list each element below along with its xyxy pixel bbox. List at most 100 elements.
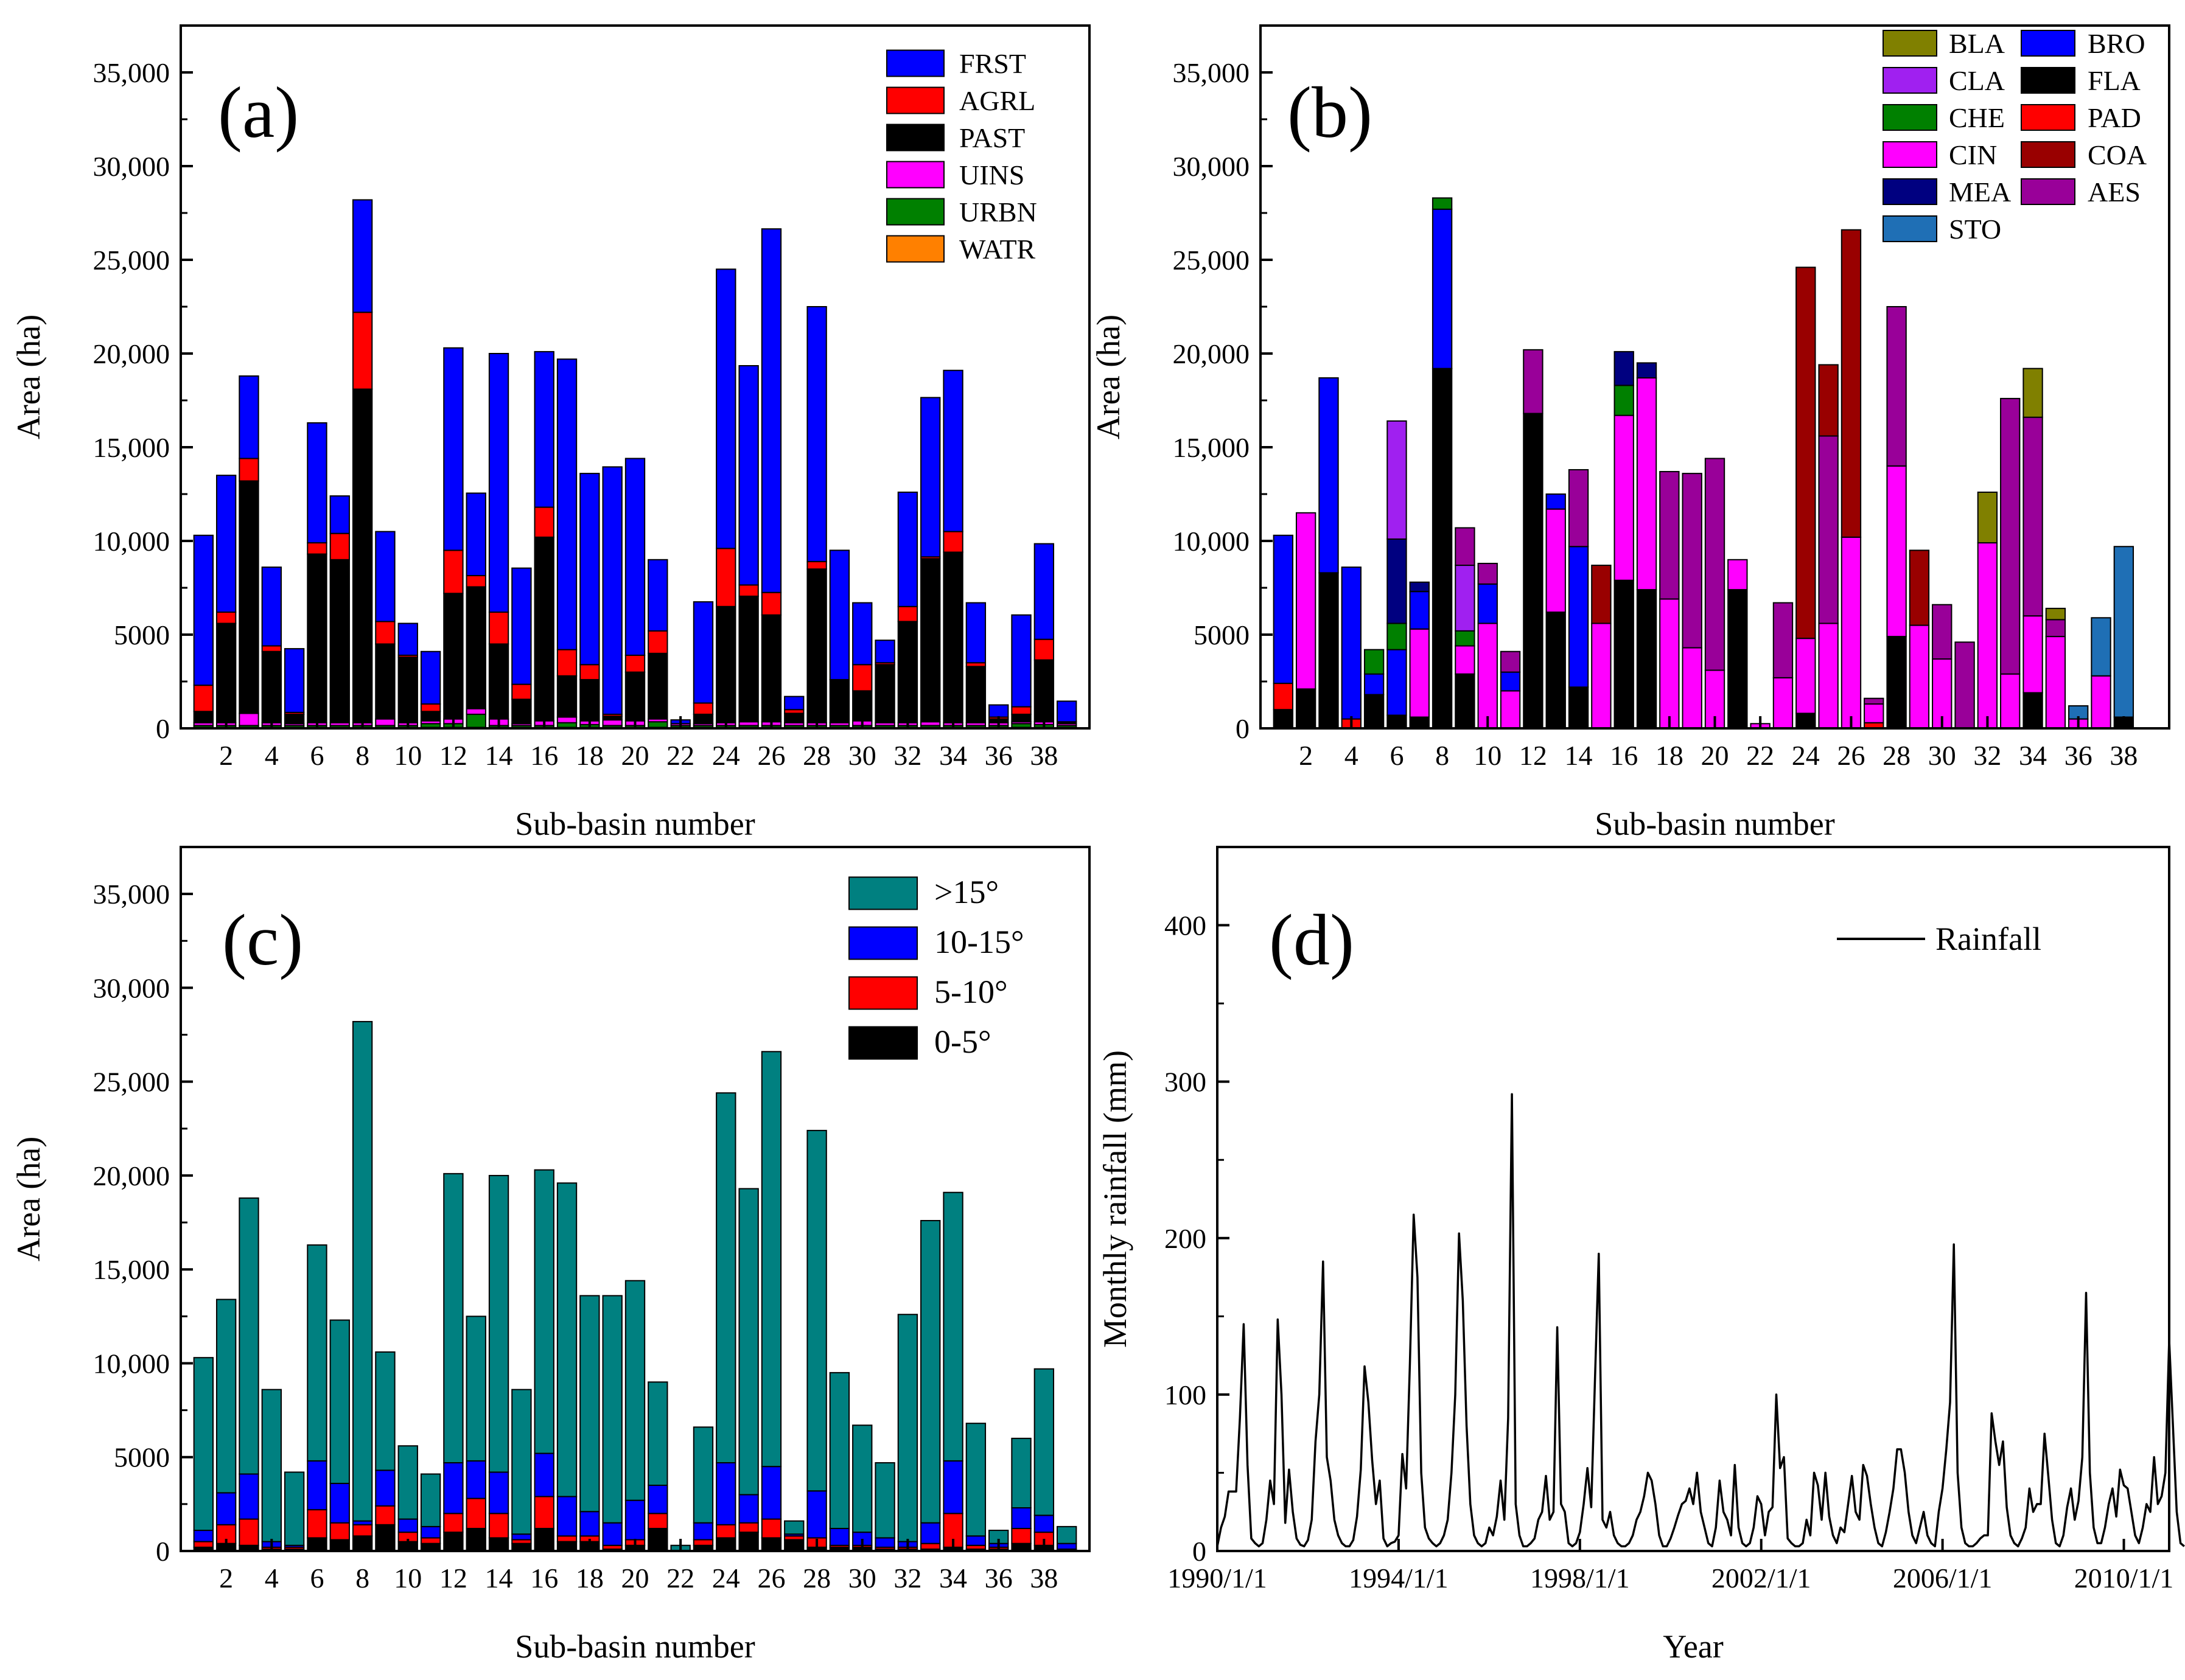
bar-segment-UINS xyxy=(602,719,623,727)
bar-segment-10-15 xyxy=(693,1522,714,1541)
bar-segment-UINS xyxy=(239,713,259,727)
bar-segment-PAST xyxy=(420,711,441,722)
bar-segment-FRST xyxy=(920,397,941,558)
chart-panel-d: 0 100 200 300 400 1990/1/1 1994/1/1 1998/1/1 200… xyxy=(1097,846,2185,1665)
bar-segment-PAST xyxy=(466,586,486,709)
panel-label: (d) xyxy=(1269,899,1354,980)
legend-entry-label: CLA xyxy=(1949,65,2005,96)
bar-segment-AES xyxy=(2045,619,2066,638)
bar-segment-15 xyxy=(624,1280,646,1501)
bar-segment-FRST xyxy=(443,347,464,551)
bar-segment-10-15 xyxy=(579,1511,600,1537)
bar-segment-0-5 xyxy=(466,1527,486,1552)
bar-segment-15 xyxy=(239,1197,259,1475)
bar-segment-15 xyxy=(307,1244,327,1462)
bar-segment-CIN xyxy=(1682,647,1702,730)
legend-swatch xyxy=(848,1026,918,1060)
y-tick-label: 0 xyxy=(156,713,170,744)
bar-segment-CLA xyxy=(1455,565,1475,632)
bar-segment-PAST xyxy=(738,595,759,723)
bar-segment-PAST xyxy=(943,551,963,723)
legend-swatch xyxy=(1883,215,1937,242)
y-tick-label: 30,000 xyxy=(1173,151,1250,182)
bar-segment-PAST xyxy=(716,605,736,723)
legend-swatch xyxy=(848,926,918,960)
x-tick-label: 22 xyxy=(666,740,694,771)
bar-segment-AES xyxy=(1568,469,1589,548)
bar-segment-AGRL xyxy=(534,506,554,538)
x-tick-label: 12 xyxy=(439,1563,467,1594)
x-tick-label: 16 xyxy=(530,740,558,771)
bar-segment-15 xyxy=(920,1219,941,1524)
bar-segment-AES xyxy=(2022,416,2043,617)
x-tick-label: 4 xyxy=(1344,740,1358,771)
bar-segment-10-15 xyxy=(602,1522,623,1546)
x-tick-label: 16 xyxy=(530,1563,558,1594)
x-tick-label: 10 xyxy=(394,1563,422,1594)
plot-frame xyxy=(1216,846,2170,1552)
legend-swatch xyxy=(886,161,945,189)
bar-segment-15 xyxy=(602,1295,623,1524)
bar-segment-COA xyxy=(1818,364,1839,437)
chart-panel-a: 0 5000 10,000 15,000 20,000 25,000 30,000 35,00… xyxy=(10,24,1091,842)
y-tick-label: 30,000 xyxy=(93,972,170,1003)
bar-segment-AGRL xyxy=(738,584,759,597)
bar-segment-AGRL xyxy=(375,621,396,645)
bar-segment-15 xyxy=(466,1316,486,1462)
legend-entry-label: 5-10° xyxy=(934,974,1008,1010)
x-tick-label: 4 xyxy=(265,1563,279,1594)
bar-segment-FRST xyxy=(556,358,578,650)
bar-segment-AGRL xyxy=(897,605,918,622)
bar-segment-AGRL xyxy=(352,312,373,390)
bar-segment-FRST xyxy=(307,422,327,544)
bar-segment-10-15 xyxy=(716,1462,736,1525)
legend-entry-label: STO xyxy=(1949,214,2001,245)
bar-segment-AGRL xyxy=(215,612,237,624)
bar-segment-FRST xyxy=(215,475,237,613)
x-axis-title: Sub-basin number xyxy=(515,1628,755,1665)
legend-entry-label: CIN xyxy=(1949,139,1997,170)
bar-segment-FLA xyxy=(1363,694,1385,730)
bar-segment-CIN xyxy=(1977,542,1998,730)
legend-swatch xyxy=(848,876,918,910)
bar-segment-FRST xyxy=(648,559,668,632)
legend: Rainfall xyxy=(1837,921,2041,957)
bar-segment-10-15 xyxy=(193,1530,214,1542)
x-tick-label: 1994/1/1 xyxy=(1349,1563,1449,1594)
bar-segment-10-15 xyxy=(943,1460,963,1514)
bar-segment-0-5 xyxy=(784,1539,805,1552)
bar-segment-FRST xyxy=(1011,614,1032,708)
bar-segment-CIN xyxy=(2045,636,2066,729)
legend-entry-label: MEA xyxy=(1949,176,2011,207)
bar-segment-PAST xyxy=(806,568,827,723)
bar-segment-BRO xyxy=(1386,649,1407,716)
bar-segment-CIN xyxy=(1659,598,1680,729)
x-tick-label: 36 xyxy=(985,740,1013,771)
bar-segment-PAST xyxy=(261,650,282,723)
bar-segment-PAST xyxy=(239,480,259,714)
bar-segment-CIN xyxy=(1864,703,1884,723)
bar-segment-PAST xyxy=(397,656,418,723)
bar-segment-AES xyxy=(1704,458,1725,671)
bar-segment-AGRL xyxy=(579,664,600,680)
bar-segment-PAST xyxy=(193,711,214,723)
bar-segment-AGRL xyxy=(511,683,532,700)
legend-entry-label: FLA xyxy=(2088,65,2141,96)
bar-segment-FRST xyxy=(397,622,418,656)
x-tick-label: 34 xyxy=(939,740,967,771)
bar-segment-PAST xyxy=(511,699,532,725)
y-tick-label: 100 xyxy=(1164,1379,1206,1410)
legend-entry-label: CHE xyxy=(1949,102,2005,133)
legend-entry-label: Rainfall xyxy=(1935,921,2041,957)
bar-segment-BRO xyxy=(1568,546,1589,688)
bar-segment-BRO xyxy=(1318,377,1339,574)
bar-segment-5-10 xyxy=(466,1497,486,1529)
bar-segment-15 xyxy=(261,1389,282,1542)
x-tick-label: 24 xyxy=(712,1563,740,1594)
x-tick-label: 8 xyxy=(355,740,369,771)
bar-segment-AES xyxy=(1818,435,1839,624)
bar-segment-PAST xyxy=(329,559,350,723)
bar-segment-COA xyxy=(1841,229,1862,538)
x-tick-label: 6 xyxy=(310,1563,324,1594)
